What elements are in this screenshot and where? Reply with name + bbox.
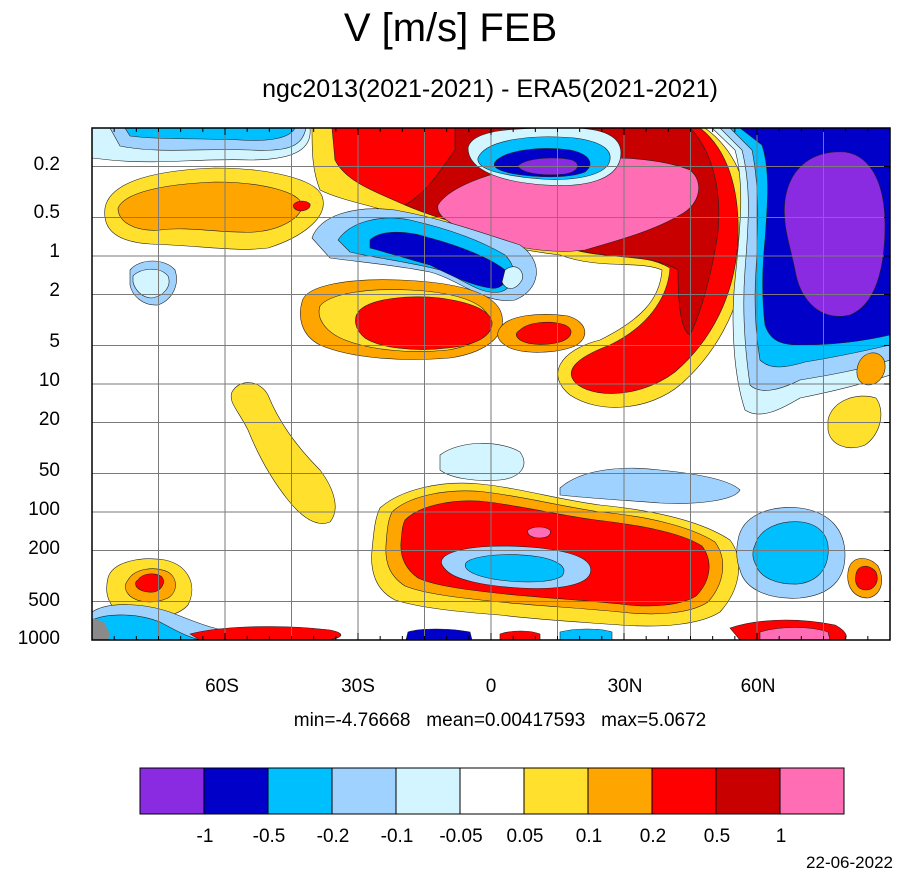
colorbar-label: 0.05 bbox=[506, 826, 544, 847]
x-tick-label: 30N bbox=[607, 676, 643, 697]
contour-region bbox=[559, 628, 613, 640]
contour-region bbox=[117, 181, 303, 233]
colorbar-swatch bbox=[267, 767, 333, 815]
contour-region bbox=[405, 628, 473, 640]
y-tick-label: 100 bbox=[28, 499, 60, 520]
contour-region bbox=[855, 565, 878, 591]
contour-region bbox=[759, 627, 831, 640]
colorbar-swatch bbox=[459, 767, 525, 815]
contour-region bbox=[752, 521, 829, 585]
y-tick-label: 2 bbox=[49, 280, 60, 301]
contour-region bbox=[464, 554, 565, 583]
colorbar-swatch bbox=[523, 767, 589, 815]
colorbar-swatch bbox=[139, 767, 205, 815]
y-tick-label: 500 bbox=[28, 590, 60, 611]
y-tick-label: 10 bbox=[38, 370, 60, 391]
colorbar-label: 0.5 bbox=[703, 826, 731, 847]
contour-region bbox=[499, 630, 541, 640]
colorbar-label: -0.2 bbox=[316, 826, 350, 847]
contour-region bbox=[856, 352, 886, 386]
ground-mask bbox=[92, 618, 110, 640]
y-tick-label: 20 bbox=[38, 409, 60, 430]
contour-region bbox=[135, 573, 164, 593]
contour-region bbox=[784, 151, 886, 317]
contour-fields bbox=[92, 128, 890, 640]
colorbar-swatch bbox=[587, 767, 653, 815]
contour-region bbox=[132, 268, 170, 299]
x-tick-label: 60N bbox=[740, 676, 776, 697]
y-tick-label: 5 bbox=[49, 331, 60, 352]
date-stamp: 22-06-2022 bbox=[806, 853, 893, 872]
axis-ticks bbox=[91, 128, 891, 641]
contour-region bbox=[501, 266, 523, 289]
x-tick-label: 60S bbox=[205, 676, 239, 697]
chart-title: V [m/s] FEB bbox=[343, 6, 558, 50]
colorbar-swatch bbox=[651, 767, 717, 815]
colorbar-label: -1 bbox=[196, 826, 214, 847]
contour-region bbox=[92, 614, 201, 640]
y-tick-label: 1 bbox=[49, 241, 60, 262]
colorbar-label: -0.5 bbox=[252, 826, 286, 847]
colorbar-swatch bbox=[395, 767, 461, 815]
chart-subtitle: ngc2013(2021-2021) - ERA5(2021-2021) bbox=[262, 75, 718, 103]
y-tick-label: 1000 bbox=[17, 628, 60, 649]
contour-region bbox=[124, 128, 296, 141]
x-tick-label: 0 bbox=[485, 676, 497, 697]
contour-region bbox=[559, 467, 741, 504]
contour-region bbox=[527, 526, 551, 539]
contour-region bbox=[355, 296, 493, 350]
colorbar-swatch bbox=[715, 767, 781, 815]
colorbar-swatch bbox=[779, 767, 845, 815]
contour-region bbox=[230, 382, 336, 524]
grid-lines bbox=[92, 128, 890, 640]
y-tick-label: 200 bbox=[28, 538, 60, 559]
colorbar-label: -0.1 bbox=[380, 826, 414, 847]
colorbar-label: 1 bbox=[775, 826, 787, 847]
colorbar-label: 0.2 bbox=[639, 826, 667, 847]
contour-region bbox=[439, 443, 525, 481]
colorbar-swatch bbox=[203, 767, 269, 815]
x-tick-label: 30S bbox=[341, 676, 375, 697]
y-tick-label: 0.2 bbox=[33, 154, 60, 175]
colorbar bbox=[139, 767, 845, 815]
colorbar-label: 0.1 bbox=[575, 826, 603, 847]
colorbar-swatch bbox=[331, 767, 397, 815]
stats-line: min=-4.76668 mean=0.00417593 max=5.0672 bbox=[293, 710, 707, 731]
y-tick-label: 0.5 bbox=[33, 202, 60, 223]
y-tick-label: 50 bbox=[38, 460, 60, 481]
colorbar-label: -0.05 bbox=[439, 826, 483, 847]
contour-region bbox=[293, 200, 311, 212]
